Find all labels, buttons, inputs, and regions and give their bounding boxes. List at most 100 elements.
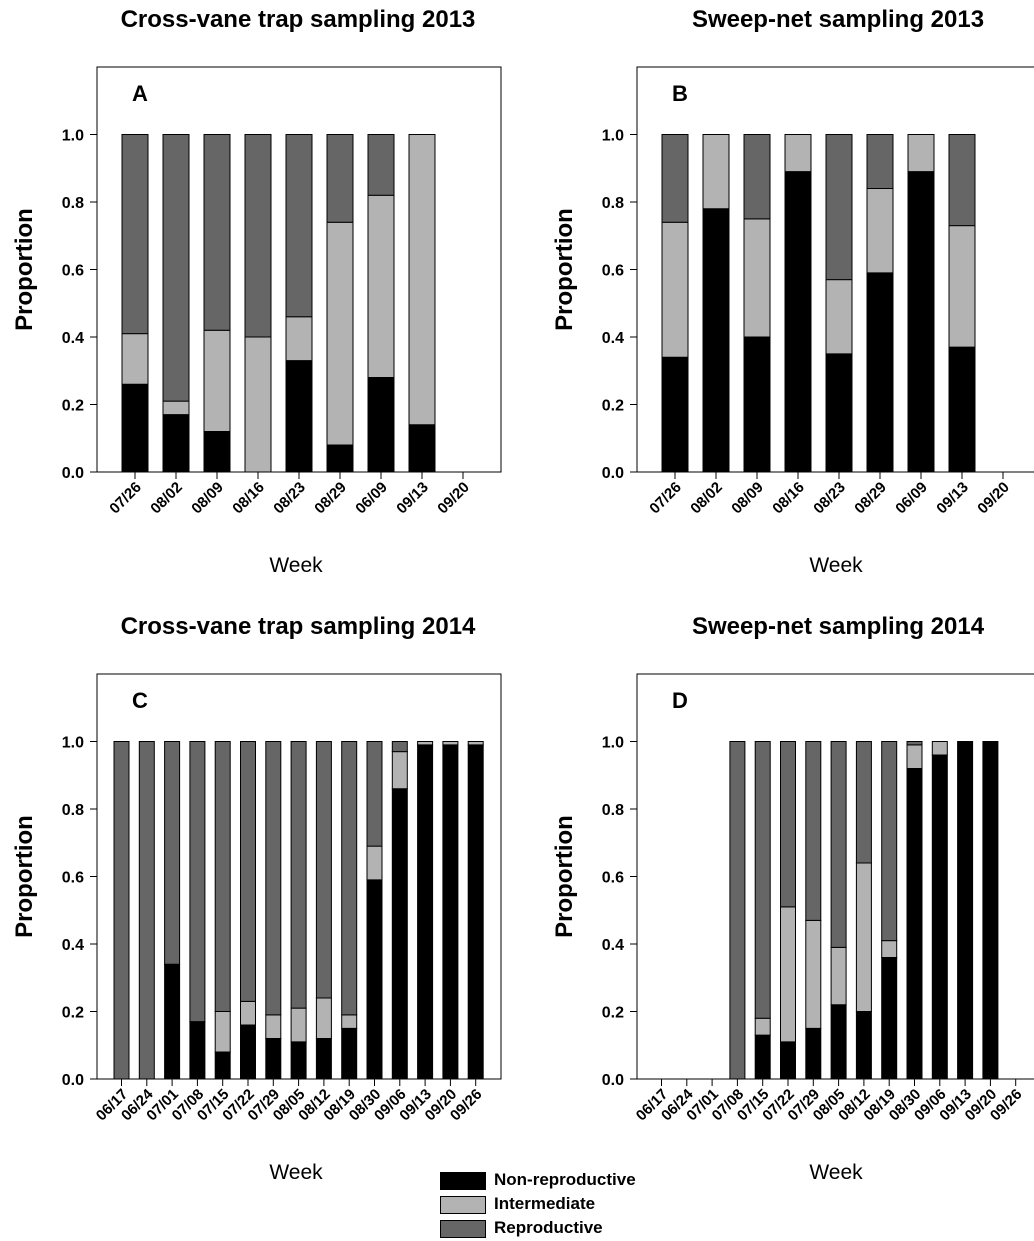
bar-segment-intermediate bbox=[203, 329, 231, 432]
y-tick-label: 0.4 bbox=[62, 330, 84, 347]
bar-segment-intermediate bbox=[408, 134, 436, 426]
bar-segment-non-reproductive bbox=[931, 754, 948, 1080]
bar-segment-intermediate bbox=[855, 862, 872, 1012]
bar-segment-intermediate bbox=[784, 134, 812, 173]
bar-segment-intermediate bbox=[948, 225, 976, 348]
bar-segment-intermediate bbox=[467, 741, 484, 746]
x-tick-label: 08/09 bbox=[728, 479, 767, 518]
bar-segment-intermediate bbox=[743, 218, 771, 338]
bar-segment-intermediate bbox=[326, 221, 354, 446]
y-tick-label: 0.8 bbox=[602, 802, 624, 819]
chart-legend: Non-reproductive Intermediate Reproducti… bbox=[440, 1170, 680, 1238]
x-axis-label: Week bbox=[809, 1161, 863, 1184]
bar-segment-reproductive bbox=[367, 134, 395, 196]
bar-segment-intermediate bbox=[162, 400, 190, 416]
bar-segment-non-reproductive bbox=[366, 879, 383, 1080]
bar-segment-non-reproductive bbox=[417, 744, 434, 1080]
bar-segment-reproductive bbox=[203, 134, 231, 331]
bar-segment-non-reproductive bbox=[265, 1038, 282, 1080]
y-tick-label: 0.0 bbox=[62, 465, 84, 482]
bar-segment-non-reproductive bbox=[702, 208, 730, 473]
bar-segment-non-reproductive bbox=[285, 360, 313, 473]
bar-segment-reproductive bbox=[948, 134, 976, 227]
x-tick-label: 09/20 bbox=[974, 479, 1013, 518]
bar-segment-reproductive bbox=[214, 741, 231, 1012]
bar-segment-intermediate bbox=[121, 333, 149, 385]
bar-segment-non-reproductive bbox=[661, 356, 689, 473]
bar-segment-reproductive bbox=[162, 134, 190, 402]
bar-segment-intermediate bbox=[780, 906, 796, 1043]
bar-segment-non-reproductive bbox=[326, 444, 354, 473]
bar-segment-intermediate bbox=[417, 741, 434, 746]
legend-label: Reproductive bbox=[494, 1218, 603, 1237]
bar-segment-non-reproductive bbox=[830, 1004, 847, 1080]
x-axis-label: Week bbox=[269, 554, 323, 577]
chart-svg: Sweep-net sampling 2013 B 0.0 0.2 0.4 0.6 0.8 1… bbox=[551, 6, 1034, 577]
bar-segment-reproductive bbox=[866, 134, 894, 189]
bar-segment-reproductive bbox=[121, 134, 149, 335]
chart-panel-a: Cross-vane trap sampling 2013 A 0.0 0.2 0.4 0… bbox=[0, 0, 517, 607]
chart-title: Sweep-net sampling 2014 bbox=[692, 613, 985, 640]
y-tick-label: 0.8 bbox=[602, 195, 624, 212]
bar-segment-reproductive bbox=[661, 134, 689, 223]
x-tick-label: 08/29 bbox=[851, 479, 890, 518]
chart-title: Cross-vane trap sampling 2013 bbox=[121, 6, 476, 33]
x-tick-label: 09/20 bbox=[434, 479, 473, 518]
bar-segment-reproductive bbox=[366, 741, 383, 847]
x-tick-label: 08/02 bbox=[687, 479, 726, 518]
y-tick-label: 0.0 bbox=[602, 1072, 624, 1089]
x-axis-label: Week bbox=[269, 1161, 323, 1184]
y-tick-label: 0.6 bbox=[62, 263, 84, 280]
x-tick-label: 08/09 bbox=[188, 479, 227, 518]
bar-segment-reproductive bbox=[743, 134, 771, 220]
bar-segment-reproductive bbox=[285, 134, 313, 318]
bar-segment-intermediate bbox=[442, 741, 459, 746]
bar-segment-non-reproductive bbox=[467, 744, 484, 1080]
bar-segment-intermediate bbox=[315, 997, 332, 1039]
bar-segment-non-reproductive bbox=[881, 957, 898, 1080]
y-tick-label: 0.2 bbox=[62, 398, 84, 415]
bar-segment-non-reproductive bbox=[189, 1021, 206, 1080]
bar-segment-non-reproductive bbox=[780, 1041, 796, 1080]
bar-segment-non-reproductive bbox=[866, 272, 894, 473]
y-tick-label: 0.0 bbox=[62, 1072, 84, 1089]
chart-svg: Cross-vane trap sampling 2013 A 0.0 0.2 0.4 0… bbox=[11, 6, 502, 577]
chart-svg: Sweep-net sampling 2014 D 0.0 0.2 0.4 0.6 0.8 1… bbox=[551, 613, 1034, 1184]
chart-panel-d: Sweep-net sampling 2014 D 0.0 0.2 0.4 0.6 0.8 1… bbox=[540, 607, 1034, 1214]
bar-segment-intermediate bbox=[805, 919, 822, 1029]
chart-title: Sweep-net sampling 2013 bbox=[692, 6, 984, 33]
bar-segment-intermediate bbox=[285, 316, 313, 362]
chart-title: Cross-vane trap sampling 2014 bbox=[121, 613, 476, 640]
y-axis-label: Proportion bbox=[11, 208, 38, 331]
bar-segment-reproductive bbox=[906, 741, 923, 746]
bar-segment-intermediate bbox=[391, 751, 408, 790]
x-tick-label: 08/16 bbox=[769, 479, 808, 518]
x-tick-label: 06/09 bbox=[352, 479, 391, 518]
y-tick-label: 1.0 bbox=[62, 735, 84, 752]
bar-segment-non-reproductive bbox=[121, 383, 149, 473]
bar-segment-non-reproductive bbox=[164, 963, 181, 1080]
y-axis-label: Proportion bbox=[551, 815, 578, 938]
bar-segment-non-reproductive bbox=[907, 171, 935, 473]
x-tick-label: 08/29 bbox=[311, 479, 350, 518]
y-tick-label: 0.2 bbox=[62, 1005, 84, 1022]
y-tick-label: 0.6 bbox=[602, 263, 624, 280]
x-tick-label: 07/26 bbox=[106, 479, 145, 518]
bar-segment-reproductive bbox=[830, 741, 847, 948]
bar-segment-reproductive bbox=[881, 741, 898, 942]
bar-segment-non-reproductive bbox=[391, 788, 408, 1080]
bar-segment-non-reproductive bbox=[203, 431, 231, 473]
bar-segment-intermediate bbox=[290, 1007, 307, 1043]
y-tick-label: 0.8 bbox=[62, 195, 84, 212]
bar-segment-intermediate bbox=[907, 134, 935, 173]
bar-segment-intermediate bbox=[367, 194, 395, 378]
bar-segment-non-reproductive bbox=[906, 768, 923, 1080]
bar-segment-intermediate bbox=[366, 845, 383, 881]
y-tick-label: 0.4 bbox=[602, 330, 624, 347]
bar-segment-reproductive bbox=[341, 741, 358, 1016]
x-tick-label: 08/23 bbox=[810, 479, 849, 518]
bar-segment-non-reproductive bbox=[855, 1011, 872, 1080]
bar-segment-intermediate bbox=[341, 1014, 358, 1029]
legend-swatch-non-reproductive bbox=[440, 1172, 486, 1190]
bar-segment-non-reproductive bbox=[805, 1027, 822, 1080]
